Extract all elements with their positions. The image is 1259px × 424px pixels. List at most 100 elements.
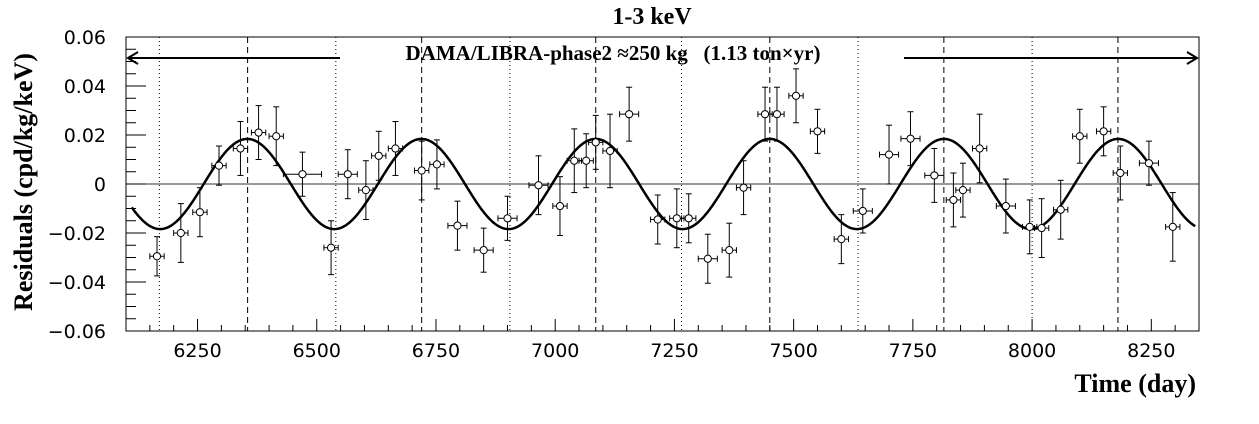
data-marker	[958, 186, 968, 195]
data-marker	[343, 170, 352, 179]
data-marker	[432, 160, 442, 169]
x-tick-label: 8000	[1008, 340, 1056, 362]
data-marker	[625, 110, 634, 119]
data-marker	[684, 214, 693, 223]
data-marker	[152, 252, 162, 261]
fit-curve	[130, 137, 1196, 231]
x-tick-label: 6750	[412, 340, 460, 362]
chart-title: 1-3 keV	[612, 4, 692, 30]
data-point	[900, 111, 921, 167]
x-tick-label: 6500	[293, 340, 341, 362]
data-point	[809, 108, 826, 154]
data-marker	[1116, 168, 1125, 178]
data-marker	[653, 215, 662, 224]
x-axis-title: Time (day)	[1074, 369, 1196, 398]
data-marker	[176, 228, 185, 238]
data-marker	[1075, 132, 1084, 141]
y-tick-label: −0.06	[48, 321, 106, 343]
data-marker	[1025, 222, 1034, 231]
data-marker	[791, 91, 801, 100]
data-point	[924, 147, 945, 203]
data-point	[447, 200, 468, 251]
exposure-arrows	[126, 51, 1199, 65]
data-point	[1033, 198, 1050, 258]
data-marker	[298, 170, 307, 179]
data-point	[971, 113, 988, 184]
data-point	[619, 86, 640, 142]
x-tick-label: 8250	[1127, 340, 1175, 362]
data-point	[552, 176, 568, 236]
data-point	[211, 145, 227, 186]
data-point	[528, 155, 549, 216]
data-marker	[1001, 201, 1010, 211]
data-point	[232, 121, 249, 176]
data-points	[149, 68, 1181, 284]
x-tick-label: 7500	[769, 340, 817, 362]
data-marker	[672, 214, 681, 223]
data-point	[473, 227, 494, 273]
reference-lines	[158, 37, 1119, 331]
data-point	[697, 233, 718, 284]
y-axis-title: Residuals (cpd/kg/keV)	[9, 53, 38, 311]
data-point	[833, 214, 849, 265]
data-point	[588, 114, 604, 170]
data-point	[945, 172, 962, 228]
data-point	[1072, 108, 1088, 164]
data-marker	[906, 134, 915, 143]
fit-curve-group	[130, 137, 1196, 231]
data-point	[1112, 145, 1128, 201]
data-marker	[949, 195, 958, 205]
x-tick-label: 6250	[173, 340, 221, 362]
data-marker	[479, 246, 488, 255]
data-point	[878, 124, 900, 185]
data-point	[995, 178, 1016, 234]
x-tick-label: 7250	[650, 340, 698, 362]
data-marker	[1037, 224, 1046, 233]
data-point	[788, 68, 804, 124]
data-marker	[391, 144, 400, 153]
data-marker	[361, 186, 370, 195]
data-marker	[975, 144, 984, 153]
data-marker	[272, 132, 281, 141]
data-marker	[582, 156, 591, 165]
data-point	[337, 149, 358, 200]
data-point	[323, 220, 339, 276]
y-tick-label: 0.04	[64, 76, 106, 98]
data-marker	[534, 181, 543, 190]
data-marker	[837, 235, 846, 244]
data-marker	[703, 254, 712, 263]
exposure-annotation: DAMA/LIBRA-phase2 ≈250 kg (1.13 ton×yr)	[406, 41, 821, 65]
data-point	[769, 86, 785, 142]
x-tick-label: 7750	[889, 340, 937, 362]
y-tick-label: 0.06	[64, 27, 106, 49]
data-marker	[725, 246, 734, 255]
data-point	[429, 139, 445, 190]
data-point	[173, 203, 189, 263]
data-point	[852, 188, 873, 234]
data-point	[602, 113, 618, 189]
data-point	[149, 236, 165, 277]
data-point	[578, 133, 594, 189]
data-marker	[326, 243, 336, 252]
data-point	[681, 193, 697, 244]
data-point	[282, 151, 323, 197]
data-marker	[1056, 205, 1065, 214]
data-marker	[739, 183, 748, 192]
data-marker	[591, 138, 600, 147]
data-marker	[930, 171, 939, 180]
x-tick-label: 7000	[531, 340, 579, 362]
data-point	[1022, 199, 1038, 255]
data-marker	[858, 206, 867, 216]
data-marker	[1099, 127, 1108, 136]
y-tick-label: 0	[94, 174, 106, 196]
data-marker	[254, 128, 263, 137]
data-marker	[236, 144, 245, 153]
data-marker	[214, 161, 224, 170]
data-marker	[374, 151, 383, 160]
data-marker	[605, 146, 615, 156]
data-point	[387, 121, 404, 176]
y-tick-label: −0.02	[48, 223, 106, 245]
data-point	[650, 194, 666, 245]
data-point	[955, 162, 971, 218]
